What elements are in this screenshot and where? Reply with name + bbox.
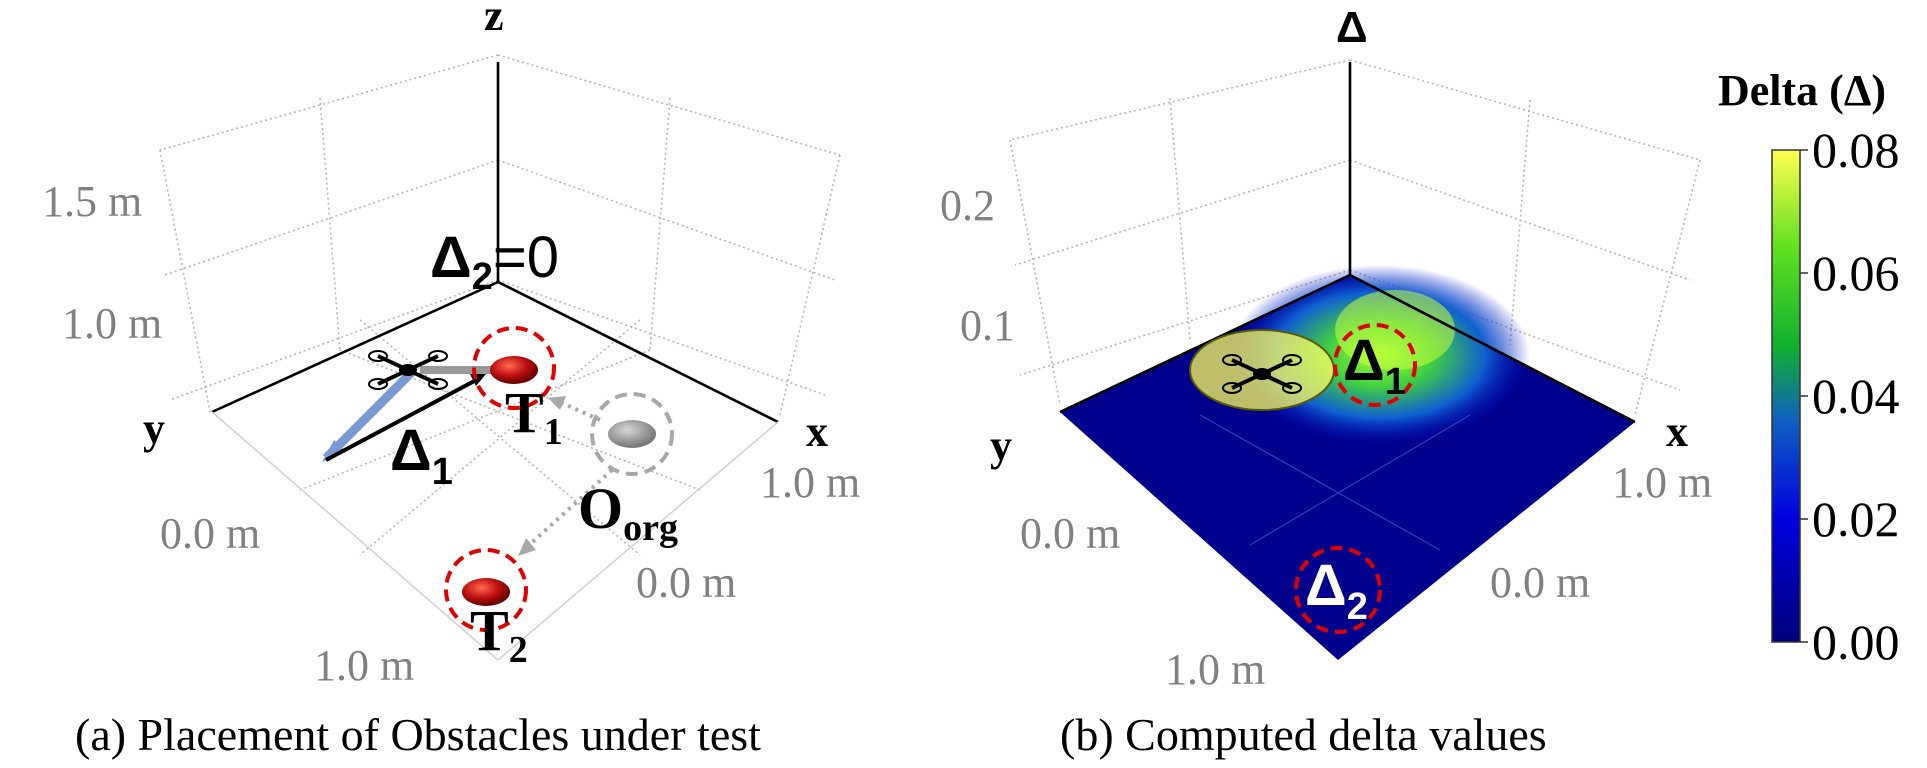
panel-b-x-axis-label: x xyxy=(1666,407,1688,456)
panel-a-axes xyxy=(211,62,779,661)
colorbar-gradient xyxy=(1771,149,1801,643)
panel-a-caption: (a) Placement of Obstacles under test xyxy=(75,709,761,760)
panel-b-z-axis-label: Δ xyxy=(1336,3,1368,52)
origin-highlight-circle xyxy=(590,392,674,476)
colorbar-tick-label: 0.06 xyxy=(1812,245,1900,301)
panel-a-gridlines xyxy=(159,54,841,556)
colorbar-title: Delta (Δ) xyxy=(1718,66,1886,115)
colorbar-tick-label: 0.04 xyxy=(1812,368,1900,424)
panel-a-x-tick: 1.0 m xyxy=(760,458,860,507)
panel-a: z y x 1.5 m 1.0 m 1.0 m 0.0 m 0.0 m 1.0 … xyxy=(42,0,860,760)
colorbar-tick-label: 0.02 xyxy=(1812,491,1900,547)
colorbar-tick-label: 0.08 xyxy=(1812,122,1900,178)
delta1-highlight-circle xyxy=(1333,323,1417,407)
t1-highlight-circle xyxy=(472,326,556,410)
t2-label: T2 xyxy=(470,598,528,671)
delta1-label: Δ1 xyxy=(1343,328,1406,403)
panel-b-z-tick: 0.1 xyxy=(960,301,1015,350)
panel-b-z-tick: 0.2 xyxy=(940,181,995,230)
panel-b-x-tick: 0.0 m xyxy=(1490,558,1590,607)
panel-a-z-tick: 1.5 m xyxy=(42,177,142,226)
origin-label: Oorg xyxy=(578,476,678,549)
delta2-highlight-circle xyxy=(1294,546,1382,634)
t2-obstacle xyxy=(462,578,510,606)
panel-a-y-axis-label: y xyxy=(143,404,165,453)
delta2-label: Δ2 xyxy=(1305,553,1368,628)
colorbar: Delta (Δ) 0.08 0.06 0.04 0.02 0.00 xyxy=(1718,66,1900,670)
move-arrow-t2 xyxy=(524,468,614,550)
panel-b-y-tick: 0.0 m xyxy=(1020,509,1120,558)
colorbar-ticks: 0.08 0.06 0.04 0.02 0.00 xyxy=(1800,122,1900,670)
panel-a-y-tick: 1.0 m xyxy=(314,641,414,690)
panel-b-axes xyxy=(1059,62,1636,424)
panel-b-y-axis-label: y xyxy=(990,421,1012,470)
delta1-vector-black xyxy=(325,376,481,462)
panel-b-x-tick: 1.0 m xyxy=(1612,458,1712,507)
panel-a-y-tick: 0.0 m xyxy=(160,509,260,558)
panel-b: Δ y x 0.2 0.1 1.0 m 0.0 m 0.0 m 1.0 m Δ1… xyxy=(940,3,1712,760)
delta2-zero-label: Δ2=0 xyxy=(430,225,559,298)
delta1-vector-blue xyxy=(322,368,416,462)
panel-a-x-tick: 0.0 m xyxy=(636,558,736,607)
t1-obstacle xyxy=(490,356,538,384)
origin-obstacle xyxy=(608,420,656,448)
panel-b-y-tick: 1.0 m xyxy=(1165,645,1265,694)
t1-label: T1 xyxy=(505,380,563,453)
t2-highlight-circle xyxy=(444,548,528,632)
panel-a-x-axis-label: x xyxy=(806,407,828,456)
panel-a-z-tick: 1.0 m xyxy=(62,299,162,348)
colorbar-tick-label: 0.00 xyxy=(1812,614,1900,670)
panel-b-caption: (b) Computed delta values xyxy=(1060,709,1547,760)
delta1-label: Δ1 xyxy=(390,418,453,493)
panel-a-z-axis-label: z xyxy=(484,0,504,40)
